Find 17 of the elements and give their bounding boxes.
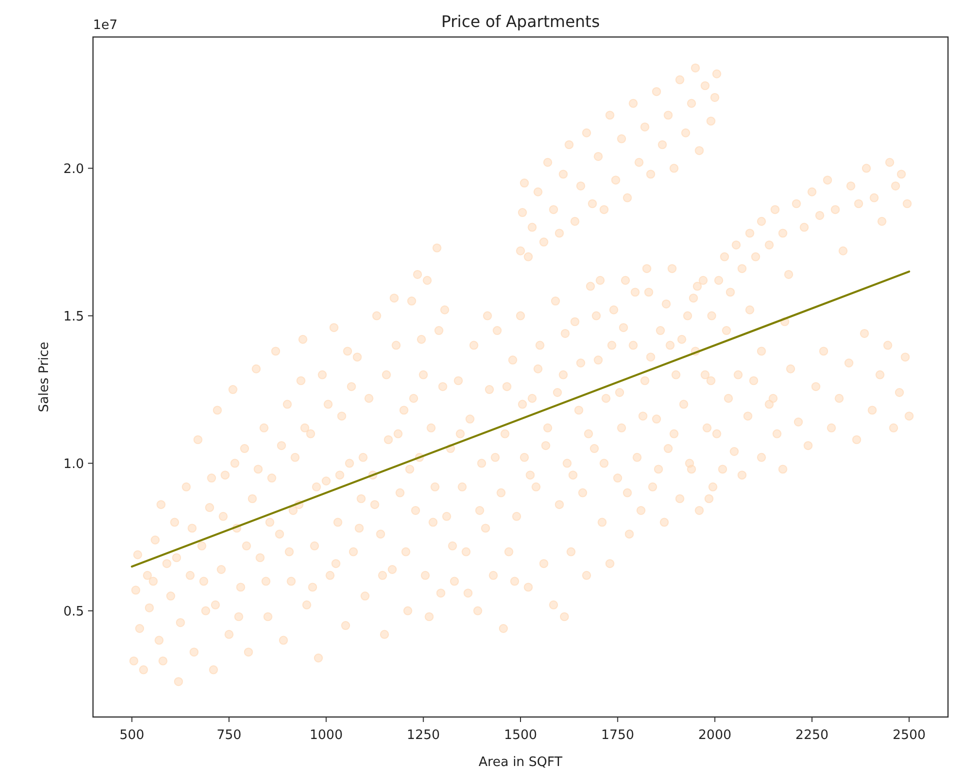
x-tick-label: 1500 [504,728,538,743]
chart-title: Price of Apartments [441,12,600,31]
x-tick-label: 500 [119,728,144,743]
y-tick-label: 1.0 [63,456,84,472]
x-tick-label: 1000 [310,728,343,743]
text: 1e7 [93,18,118,33]
x-tick-label: 2000 [698,728,732,743]
x-tick-label: 1250 [406,728,440,743]
x-tick-label: 750 [216,728,242,743]
x-tick-label: 2500 [892,728,926,743]
x-axis-title: Area in SQFT [478,755,562,770]
x-tick-label: 1750 [601,728,634,743]
y-tick-label: 1.5 [63,309,84,324]
y-tick-label: 2.0 [63,162,84,177]
y-axis-title: Sales Price [37,342,52,412]
x-tick-label: 2250 [795,728,829,743]
y-tick-label: 0.5 [63,604,84,620]
